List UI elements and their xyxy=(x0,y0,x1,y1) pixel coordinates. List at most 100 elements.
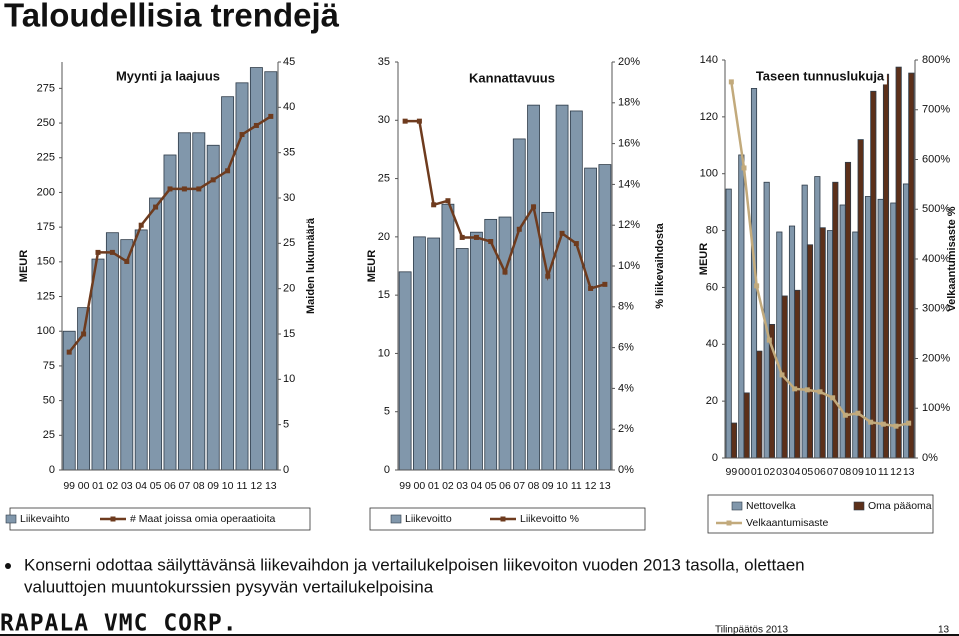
y-tick-label: 120 xyxy=(700,111,718,123)
bar xyxy=(738,154,745,459)
y-tick-label: 30 xyxy=(378,114,390,126)
bar xyxy=(857,139,864,459)
line-marker xyxy=(880,421,886,427)
line-marker xyxy=(792,386,798,392)
bar xyxy=(584,167,597,471)
line-marker xyxy=(416,118,422,124)
bar xyxy=(398,271,412,471)
y2-tick-label: 35 xyxy=(283,147,295,159)
bar xyxy=(413,236,426,471)
y2-tick-label: 5 xyxy=(283,419,289,431)
x-tick-label: 09 xyxy=(542,480,554,492)
line-marker xyxy=(225,168,231,174)
y-tick-label: 10 xyxy=(378,347,390,359)
y2-tick-label: 300% xyxy=(922,303,950,315)
bar xyxy=(877,198,884,459)
y-tick-label: 100 xyxy=(700,168,718,180)
y2-tick-label: 10% xyxy=(618,260,640,272)
logo: RAPALA VMC CORP. xyxy=(0,611,238,636)
bar xyxy=(441,203,455,471)
bar xyxy=(819,227,826,459)
y2-tick-label: 45 xyxy=(283,56,295,68)
x-tick-label: 09 xyxy=(207,480,219,492)
y-tick-label: 25 xyxy=(378,172,390,184)
slide-title: Taloudellisia trendejä xyxy=(4,0,340,34)
line-marker xyxy=(402,118,408,124)
y2-axis-title: % liikevaihdosta xyxy=(654,222,666,308)
x-tick-label: 12 xyxy=(585,480,597,492)
line-marker xyxy=(893,423,899,429)
legend-label: Liikevoitto % xyxy=(520,513,579,525)
x-tick-label: 00 xyxy=(78,480,90,492)
chart-title-bg xyxy=(467,69,557,87)
y2-tick-label: 18% xyxy=(618,97,640,109)
legend-swatch xyxy=(500,516,506,522)
legend-label: Nettovelka xyxy=(746,500,796,512)
x-tick-label: 12 xyxy=(251,480,263,492)
line-marker xyxy=(459,234,465,240)
legend-swatch xyxy=(853,501,865,511)
bar xyxy=(725,188,732,459)
bar xyxy=(264,71,278,471)
line-marker xyxy=(741,165,747,171)
y-tick-label: 275 xyxy=(37,82,55,94)
y2-tick-label: 0% xyxy=(922,452,938,464)
y-tick-label: 0 xyxy=(384,464,390,476)
line-marker xyxy=(153,204,159,210)
line-marker xyxy=(239,132,245,138)
x-tick-label: 02 xyxy=(763,466,775,478)
line-marker xyxy=(95,249,101,255)
y-tick-label: 80 xyxy=(706,224,718,236)
bar xyxy=(902,183,910,459)
x-tick-label: 99 xyxy=(63,480,75,492)
line-marker xyxy=(167,186,173,192)
y2-tick-label: 10 xyxy=(283,373,295,385)
chart-title: Myynti ja laajuus xyxy=(116,68,220,83)
chart-title: Kannattavuus xyxy=(469,70,555,85)
y-tick-label: 150 xyxy=(37,256,55,268)
chart-title-bg xyxy=(113,67,223,85)
line-marker xyxy=(754,283,760,289)
line-marker xyxy=(181,186,187,192)
bar xyxy=(776,231,783,459)
bar xyxy=(756,350,763,459)
x-tick-label: 13 xyxy=(903,466,915,478)
bar xyxy=(801,184,808,459)
legend xyxy=(369,507,646,531)
x-tick-label: 10 xyxy=(222,480,234,492)
line-marker xyxy=(124,258,130,264)
x-tick-label: 99 xyxy=(399,480,411,492)
y-tick-label: 175 xyxy=(37,221,55,233)
line-marker xyxy=(431,202,437,208)
line-marker xyxy=(488,239,494,245)
y-tick-label: 50 xyxy=(43,395,55,407)
x-tick-label: 11 xyxy=(237,480,248,492)
line-marker xyxy=(196,186,202,192)
bar xyxy=(852,231,859,459)
y2-tick-label: 500% xyxy=(922,203,950,215)
y-tick-label: 5 xyxy=(384,406,390,418)
x-tick-label: 13 xyxy=(599,480,611,492)
legend-label: Liikevaihto xyxy=(20,513,70,525)
y-tick-label: 35 xyxy=(378,56,390,68)
y-tick-label: 15 xyxy=(378,289,390,301)
x-tick-label: 01 xyxy=(92,480,104,492)
footer-text: Tilinpäätös 2013 xyxy=(715,625,788,636)
bar xyxy=(484,218,498,471)
y2-tick-label: 15 xyxy=(283,328,295,340)
x-tick-label: 07 xyxy=(513,480,525,492)
bar xyxy=(814,176,821,459)
y-tick-label: 100 xyxy=(37,325,55,337)
bar xyxy=(527,104,540,471)
line-marker xyxy=(779,372,785,378)
line-marker xyxy=(545,273,551,279)
y-axis-title: MEUR xyxy=(698,243,710,275)
x-tick-label: 06 xyxy=(499,480,511,492)
y-tick-label: 0 xyxy=(49,464,55,476)
y2-tick-label: 20% xyxy=(618,56,640,68)
y2-tick-label: 8% xyxy=(618,301,634,313)
y2-tick-label: 25 xyxy=(283,237,295,249)
x-tick-label: 04 xyxy=(789,466,801,478)
x-tick-label: 02 xyxy=(442,480,454,492)
